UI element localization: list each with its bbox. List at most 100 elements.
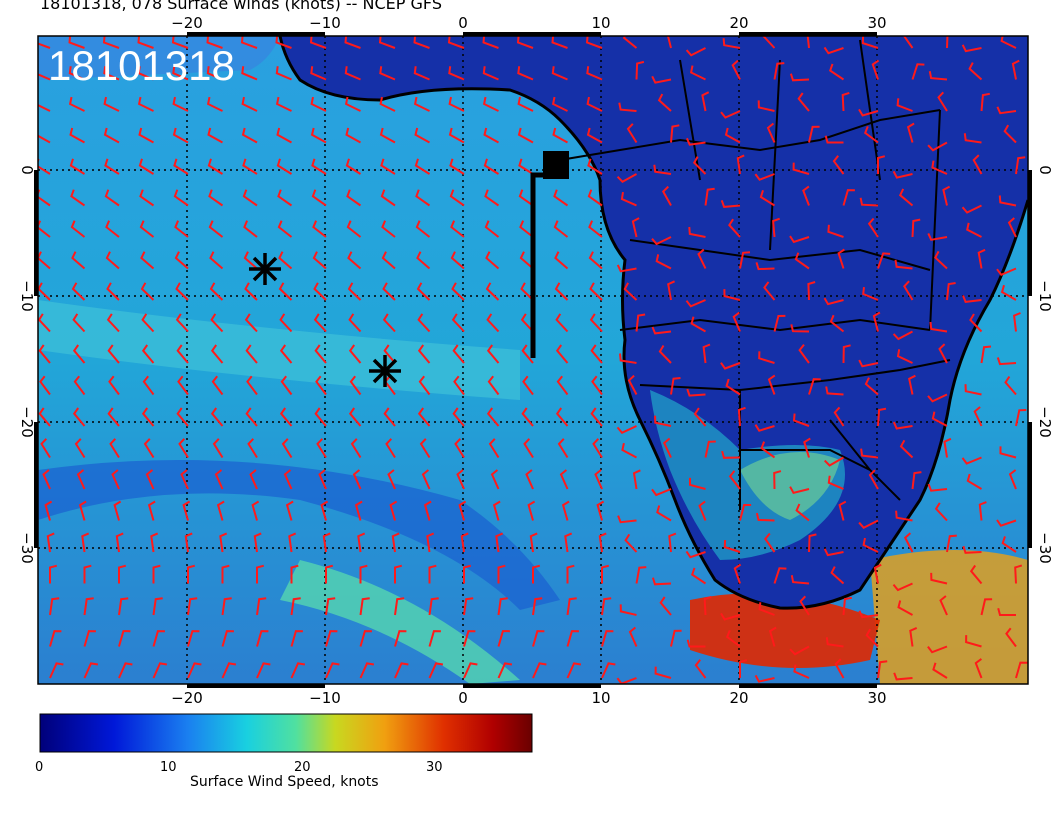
wind-barb	[281, 438, 293, 459]
wind-barb	[520, 313, 534, 333]
wind-barb	[460, 532, 469, 553]
wind-barb	[359, 662, 375, 679]
wind-barb	[659, 596, 672, 616]
wind-barb	[141, 313, 155, 333]
wind-barb	[347, 251, 362, 270]
wind-barb	[773, 62, 785, 80]
wind-barb	[961, 204, 982, 214]
wind-barb	[419, 438, 431, 459]
wind-barb	[628, 626, 638, 647]
wind-barb	[758, 602, 775, 616]
lon-tick-top: 20	[729, 14, 748, 32]
wind-barb	[833, 406, 845, 427]
wind-barb	[555, 407, 569, 427]
wind-barb	[357, 532, 366, 553]
wind-barb	[978, 501, 987, 521]
wind-barb	[497, 662, 513, 679]
wind-barb	[313, 313, 327, 333]
wind-barb	[689, 477, 706, 490]
wind-barb	[109, 438, 120, 459]
wind-barb	[872, 311, 881, 332]
wind-barb	[171, 36, 189, 49]
wind-barb	[792, 413, 810, 427]
lon-tick-top: 0	[458, 14, 468, 32]
wind-barb	[763, 281, 776, 301]
wind-barb	[418, 375, 431, 396]
wind-barb	[588, 251, 603, 270]
wind-barb	[720, 612, 741, 621]
wind-barb	[877, 155, 886, 174]
wind-barb	[68, 66, 85, 81]
wind-barb	[877, 660, 888, 679]
wind-barb	[532, 597, 543, 616]
wind-barb	[49, 597, 60, 616]
wind-barb	[827, 475, 844, 490]
wind-barb	[724, 127, 741, 144]
wind-barb	[532, 564, 541, 584]
wind-barb	[789, 486, 810, 495]
wind-barb	[698, 500, 707, 521]
wind-barb	[521, 407, 534, 427]
wind-barb	[221, 597, 232, 616]
wind-barb	[187, 662, 202, 679]
wind-barb	[426, 532, 435, 553]
wind-barb	[71, 251, 86, 270]
wind-barb	[691, 567, 707, 585]
wind-barb	[656, 505, 672, 522]
wind-barb	[654, 415, 672, 427]
wind-barb	[942, 185, 951, 206]
wind-barb	[686, 388, 706, 397]
wind-barb	[417, 313, 431, 333]
wind-barb	[937, 91, 948, 112]
wind-barb	[892, 170, 913, 179]
wind-barb	[172, 96, 189, 112]
wind-barb	[689, 65, 706, 81]
wind-barb	[892, 582, 913, 592]
wind-barb	[928, 71, 948, 81]
wind-barb	[969, 313, 983, 333]
wind-barb	[210, 344, 224, 364]
wind-barb	[555, 344, 569, 364]
wind-barb	[527, 500, 536, 521]
wind-barb	[897, 600, 913, 616]
wind-barb	[789, 645, 810, 656]
wind-barb	[208, 189, 224, 207]
wind-barb	[998, 195, 1017, 207]
wind-barb	[241, 127, 258, 144]
wind-barb	[554, 282, 569, 301]
wind-barb	[618, 102, 637, 112]
wind-barb	[722, 38, 741, 49]
lon-tick-top: 10	[591, 14, 610, 32]
wind-speed-field	[38, 36, 1028, 684]
wind-barb	[247, 438, 258, 459]
wind-barb	[83, 564, 92, 584]
wind-barb	[651, 577, 672, 586]
wind-barb	[564, 532, 573, 553]
wind-barb	[315, 375, 327, 396]
wind-barb	[520, 282, 534, 301]
wind-barb	[899, 439, 914, 459]
wind-barb	[725, 378, 741, 396]
wind-barb	[350, 438, 362, 459]
wind-barb	[973, 406, 983, 427]
wind-barb	[221, 662, 237, 679]
lon-tick-top: 30	[867, 14, 886, 32]
wind-barb	[104, 158, 120, 175]
wind-barb	[555, 313, 569, 333]
wind-barb	[1015, 661, 1028, 679]
wind-barb	[969, 564, 983, 585]
wind-barb	[428, 630, 441, 647]
wind-barb	[624, 533, 638, 553]
wind-barb	[619, 353, 637, 364]
wind-barb	[139, 189, 155, 207]
wind-barb	[871, 59, 880, 80]
wind-barb	[654, 666, 672, 679]
wind-barb	[733, 563, 742, 584]
lat-tick-left: 0	[18, 165, 36, 175]
wind-barb	[754, 424, 775, 432]
wind-barb	[173, 158, 189, 175]
wind-barb	[182, 500, 191, 521]
wind-barb	[651, 236, 672, 246]
wind-barb	[517, 96, 534, 112]
colorbar-tick: 10	[160, 760, 177, 775]
